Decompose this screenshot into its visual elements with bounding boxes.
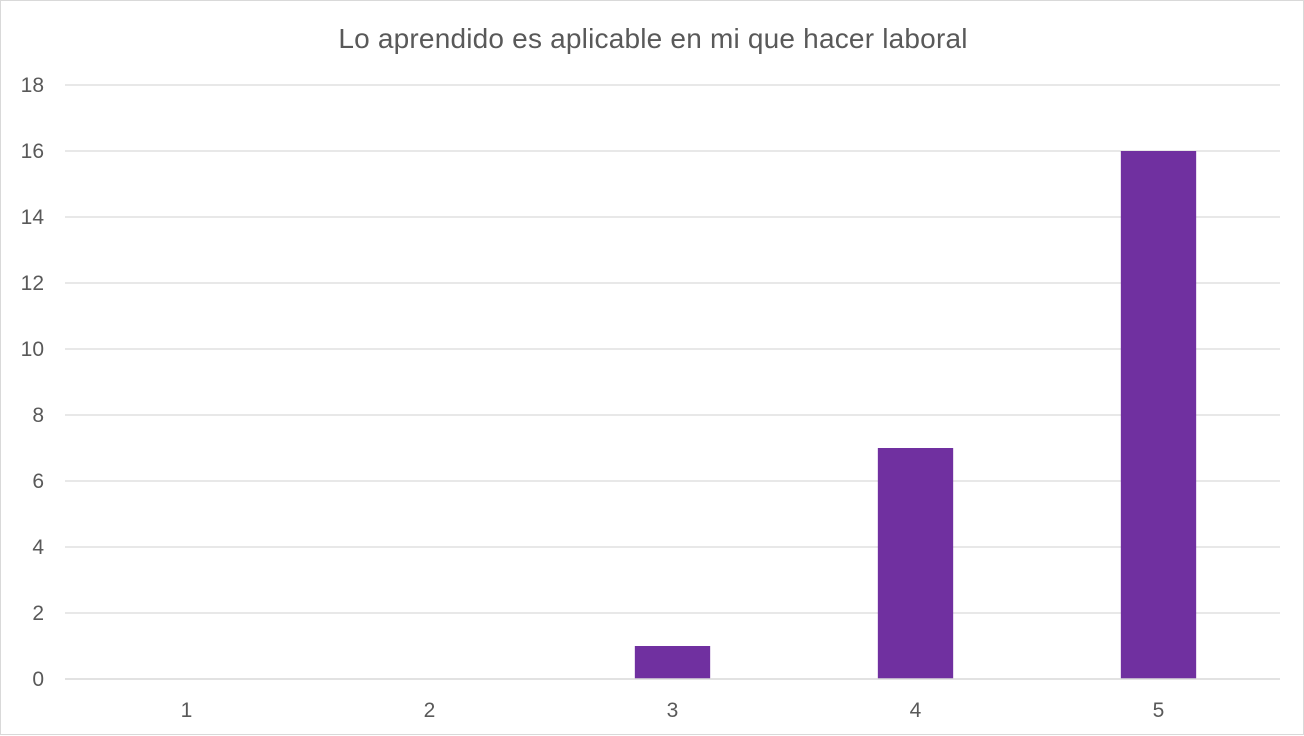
x-tick-label: 2 <box>424 699 436 722</box>
y-tick-label: 10 <box>21 338 44 361</box>
x-tick-label: 1 <box>181 699 193 722</box>
y-tick-label: 6 <box>32 470 44 493</box>
x-tick-labels: 1 2 3 4 5 <box>181 699 1165 722</box>
y-tick-label: 18 <box>21 74 44 97</box>
y-tick-label: 14 <box>21 206 45 229</box>
x-tick-label: 4 <box>910 699 922 722</box>
gridlines <box>65 84 1280 614</box>
y-tick-labels: 0 2 4 6 8 10 12 14 16 18 <box>21 74 45 691</box>
x-tick-label: 3 <box>667 699 679 722</box>
bar <box>634 646 711 679</box>
bar <box>1120 151 1197 679</box>
chart-title: Lo aprendido es aplicable en mi que hace… <box>338 23 968 54</box>
y-tick-label: 0 <box>32 668 44 691</box>
y-tick-label: 4 <box>32 536 44 559</box>
y-tick-label: 8 <box>32 404 44 427</box>
y-tick-label: 16 <box>21 140 44 163</box>
bars <box>634 151 1197 679</box>
y-tick-label: 2 <box>32 602 44 625</box>
y-tick-label: 12 <box>21 272 44 295</box>
bar <box>877 448 954 679</box>
x-tick-label: 5 <box>1153 699 1165 722</box>
